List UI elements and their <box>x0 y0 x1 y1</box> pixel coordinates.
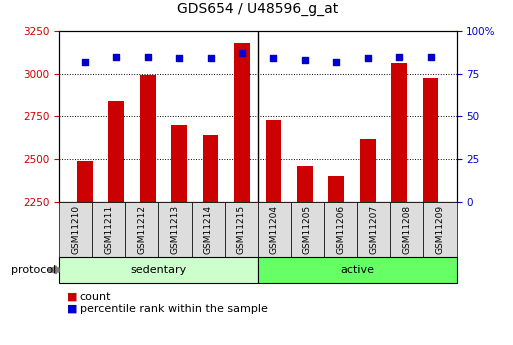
Point <box>332 59 341 65</box>
Point <box>112 54 121 59</box>
Text: GSM11212: GSM11212 <box>137 205 146 254</box>
Text: GDS654 / U48596_g_at: GDS654 / U48596_g_at <box>177 1 339 16</box>
Point <box>426 54 435 59</box>
Text: percentile rank within the sample: percentile rank within the sample <box>80 304 267 314</box>
Point <box>238 50 246 56</box>
Point <box>81 59 89 65</box>
Bar <box>423 78 439 345</box>
Bar <box>328 176 344 345</box>
Point <box>269 56 278 61</box>
Text: GSM11214: GSM11214 <box>204 205 212 254</box>
Bar <box>108 101 124 345</box>
Point <box>395 54 403 59</box>
Text: GSM11209: GSM11209 <box>436 205 444 254</box>
Point <box>301 57 309 63</box>
Text: ■: ■ <box>67 292 77 302</box>
Point <box>364 56 372 61</box>
Text: sedentary: sedentary <box>130 265 187 275</box>
Bar <box>77 161 93 345</box>
Bar <box>171 125 187 345</box>
Text: GSM11215: GSM11215 <box>236 205 246 254</box>
Text: GSM11206: GSM11206 <box>336 205 345 254</box>
Text: active: active <box>340 265 374 275</box>
Bar <box>360 139 376 345</box>
Bar <box>297 166 313 345</box>
Point <box>175 56 183 61</box>
Text: GSM11207: GSM11207 <box>369 205 378 254</box>
Text: GSM11210: GSM11210 <box>71 205 80 254</box>
Bar <box>391 63 407 345</box>
Text: GSM11205: GSM11205 <box>303 205 312 254</box>
Bar <box>203 135 219 345</box>
Text: count: count <box>80 292 111 302</box>
Bar <box>234 43 250 345</box>
Text: protocol: protocol <box>11 265 56 275</box>
Text: GSM11204: GSM11204 <box>270 205 279 254</box>
Point <box>144 54 152 59</box>
Text: GSM11208: GSM11208 <box>402 205 411 254</box>
Text: GSM11213: GSM11213 <box>170 205 180 254</box>
Bar <box>140 76 155 345</box>
Text: ■: ■ <box>67 304 77 314</box>
Point <box>207 56 215 61</box>
Bar <box>266 120 281 345</box>
Text: GSM11211: GSM11211 <box>104 205 113 254</box>
